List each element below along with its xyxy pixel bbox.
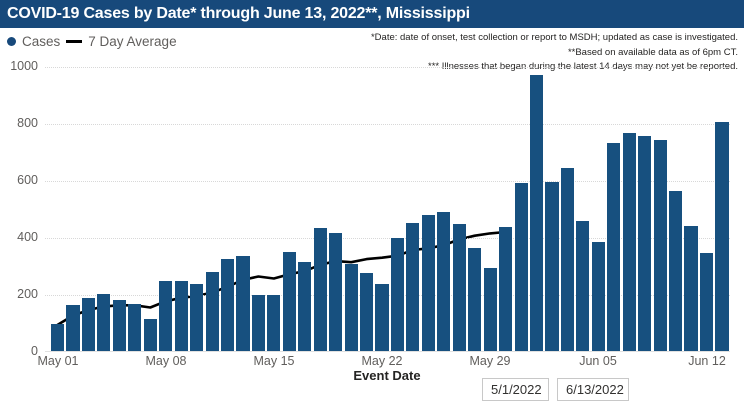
bar-may-25[interactable] [421, 215, 435, 351]
bar-may-05[interactable] [112, 300, 126, 351]
bar-may-31[interactable] [514, 183, 528, 351]
bar-jun-09[interactable] [653, 140, 667, 351]
bar-jun-03[interactable] [560, 168, 574, 351]
bar-may-03[interactable] [81, 298, 96, 351]
bar-may-04[interactable] [97, 294, 111, 351]
x-tick-may-01: May 01 [37, 354, 79, 368]
bar-jun-06[interactable] [607, 143, 621, 351]
bar-jun-02[interactable] [545, 182, 559, 351]
x-tick-may-15: May 15 [253, 354, 295, 368]
bar-may-13[interactable] [236, 255, 250, 351]
bar-may-02[interactable] [66, 305, 80, 351]
bar-may-06[interactable] [128, 304, 142, 351]
bar-may-30[interactable] [499, 227, 513, 351]
bar-may-27[interactable] [452, 223, 466, 351]
bar-may-28[interactable] [468, 247, 482, 351]
bar-may-09[interactable] [174, 280, 188, 351]
y-tick-600: 600 [17, 173, 38, 187]
x-tick-jun-05: Jun 05 [579, 354, 617, 368]
chart-title: COVID-19 Cases by Date* through June 13,… [7, 5, 470, 22]
gridline-1000 [45, 67, 730, 68]
bar-jun-01[interactable] [529, 74, 544, 351]
bar-jun-11[interactable] [684, 225, 698, 351]
footnote-14day-lag: *** Illnesses that began during the late… [428, 61, 738, 72]
start-date-input[interactable] [482, 378, 549, 401]
chart-title-bar: COVID-19 Cases by Date* through June 13,… [0, 0, 744, 28]
bar-may-18[interactable] [313, 227, 327, 351]
y-tick-800: 800 [17, 116, 38, 130]
gridline-800 [45, 124, 730, 125]
bar-may-24[interactable] [406, 223, 420, 351]
bar-jun-05[interactable] [591, 241, 605, 351]
bar-may-10[interactable] [190, 284, 204, 351]
plot-area [45, 67, 730, 352]
bar-may-14[interactable] [251, 294, 265, 351]
bar-may-22[interactable] [375, 284, 389, 351]
bar-jun-13[interactable] [715, 121, 729, 351]
footnote-data-asof: **Based on available data as of 6pm CT. [567, 46, 738, 58]
legend: Cases 7 Day Average [7, 32, 177, 50]
bar-jun-07[interactable] [622, 133, 636, 351]
bar-jun-04[interactable] [576, 221, 590, 351]
legend-cases-label: Cases [22, 33, 61, 49]
bar-may-01[interactable] [51, 323, 65, 351]
bar-may-19[interactable] [329, 233, 343, 351]
bar-may-08[interactable] [159, 281, 173, 351]
footnotes: *Date: date of onset, test collection or… [371, 31, 738, 75]
cases-circle-icon [7, 36, 16, 46]
avg-line-dash-icon [66, 39, 83, 43]
bar-may-12[interactable] [220, 258, 235, 351]
bar-may-16[interactable] [282, 251, 296, 351]
y-tick-0: 0 [31, 344, 38, 358]
bar-jun-10[interactable] [669, 190, 683, 351]
y-tick-1000: 1000 [10, 59, 38, 73]
bar-may-15[interactable] [267, 294, 281, 351]
bar-may-11[interactable] [205, 272, 219, 351]
y-tick-400: 400 [17, 230, 38, 244]
bar-may-29[interactable] [483, 268, 497, 351]
bar-may-26[interactable] [437, 212, 451, 351]
y-tick-200: 200 [17, 287, 38, 301]
gridline-400 [45, 238, 730, 239]
bar-may-23[interactable] [390, 237, 405, 351]
x-tick-may-22: May 22 [361, 354, 403, 368]
bar-may-20[interactable] [344, 264, 358, 351]
bar-may-07[interactable] [143, 319, 157, 351]
bar-may-17[interactable] [298, 261, 312, 351]
end-date-input[interactable] [557, 378, 629, 401]
legend-avg-label: 7 Day Average [88, 33, 177, 49]
x-axis-title: Event Date [353, 368, 421, 383]
footnote-date-definition: *Date: date of onset, test collection or… [370, 32, 738, 43]
x-tick-may-29: May 29 [469, 354, 511, 368]
x-tick-jun-12: Jun 12 [688, 354, 726, 368]
bar-jun-12[interactable] [699, 253, 714, 351]
bar-jun-08[interactable] [638, 135, 652, 351]
gridline-600 [45, 181, 730, 182]
bar-may-21[interactable] [360, 273, 374, 351]
x-tick-may-08: May 08 [145, 354, 187, 368]
